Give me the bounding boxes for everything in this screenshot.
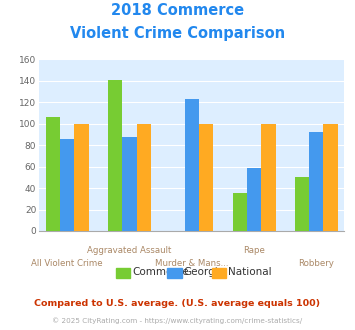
Text: Violent Crime Comparison: Violent Crime Comparison bbox=[70, 26, 285, 41]
Bar bbox=[185, 99, 199, 231]
Bar bbox=[295, 178, 309, 231]
Bar bbox=[45, 117, 60, 231]
Text: Murder & Mans...: Murder & Mans... bbox=[155, 259, 229, 268]
Bar bbox=[108, 80, 122, 231]
Bar bbox=[60, 139, 74, 231]
Bar bbox=[323, 124, 338, 231]
Text: Aggravated Assault: Aggravated Assault bbox=[87, 246, 171, 255]
Text: Compared to U.S. average. (U.S. average equals 100): Compared to U.S. average. (U.S. average … bbox=[34, 299, 321, 308]
Text: National: National bbox=[228, 267, 271, 277]
Text: Georgia: Georgia bbox=[184, 267, 224, 277]
Bar bbox=[199, 124, 213, 231]
Bar bbox=[309, 132, 323, 231]
Bar bbox=[261, 124, 275, 231]
Bar bbox=[247, 168, 261, 231]
Text: Robbery: Robbery bbox=[298, 259, 334, 268]
Bar bbox=[122, 137, 137, 231]
Text: All Violent Crime: All Violent Crime bbox=[31, 259, 103, 268]
Text: 2018 Commerce: 2018 Commerce bbox=[111, 3, 244, 18]
Text: Commerce: Commerce bbox=[132, 267, 189, 277]
Bar bbox=[137, 124, 151, 231]
Bar bbox=[233, 193, 247, 231]
Bar bbox=[74, 124, 89, 231]
Text: © 2025 CityRating.com - https://www.cityrating.com/crime-statistics/: © 2025 CityRating.com - https://www.city… bbox=[53, 317, 302, 324]
Text: Rape: Rape bbox=[243, 246, 265, 255]
